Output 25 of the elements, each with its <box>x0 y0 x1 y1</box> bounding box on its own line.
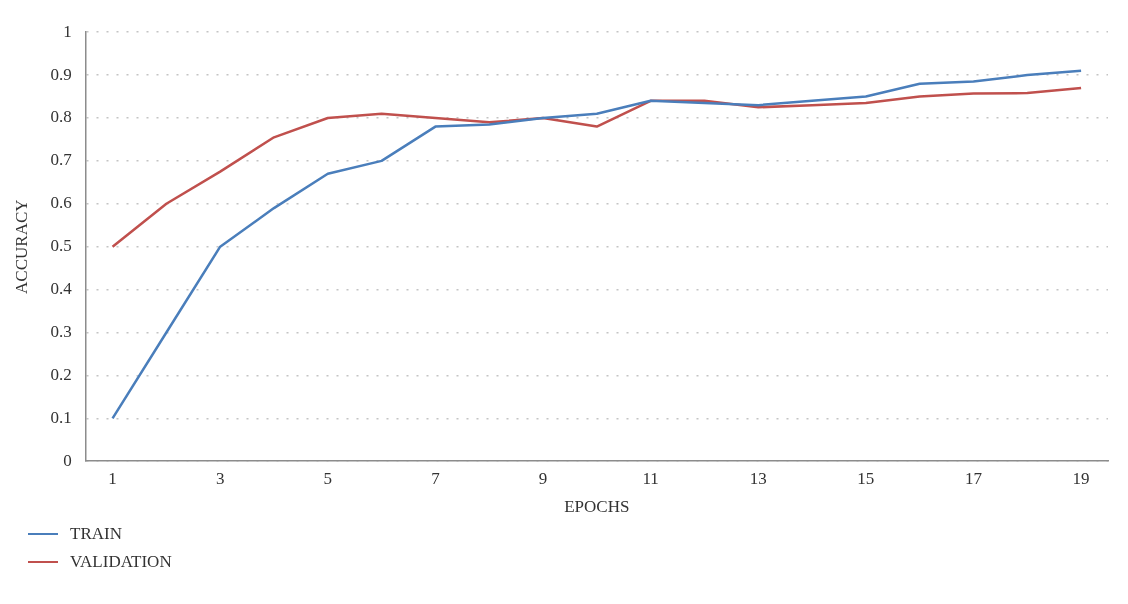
x-axis-title: EPOCHS <box>564 497 630 517</box>
x-tick-label: 17 <box>964 468 983 488</box>
x-tick-label: 3 <box>215 468 225 488</box>
legend-label: TRAIN <box>70 524 122 544</box>
x-tick-label: 11 <box>642 468 659 488</box>
x-tick-label: 9 <box>538 468 548 488</box>
y-tick-label: 0.1 <box>50 407 72 427</box>
y-tick-label: 0.7 <box>50 150 73 170</box>
y-tick-label: 0.5 <box>50 236 72 256</box>
y-tick-label: 0.8 <box>50 107 72 127</box>
y-tick-label: 0.9 <box>50 64 72 84</box>
x-tick-label: 19 <box>1072 468 1090 488</box>
x-tick-label: 13 <box>749 468 767 488</box>
legend-label: VALIDATION <box>70 552 172 572</box>
y-tick-label: 0.6 <box>50 193 72 213</box>
x-tick-label: 5 <box>323 468 333 488</box>
y-axis-title: ACCURACY <box>11 199 31 294</box>
y-tick-label: 1 <box>63 21 72 41</box>
x-tick-label: 15 <box>857 468 875 488</box>
y-tick-label: 0 <box>63 450 72 470</box>
x-tick-label: 7 <box>431 468 441 488</box>
y-tick-label: 0.4 <box>50 279 73 299</box>
x-tick-label: 1 <box>108 468 117 488</box>
y-tick-label: 0.3 <box>50 321 72 341</box>
y-tick-label: 0.2 <box>50 364 72 384</box>
